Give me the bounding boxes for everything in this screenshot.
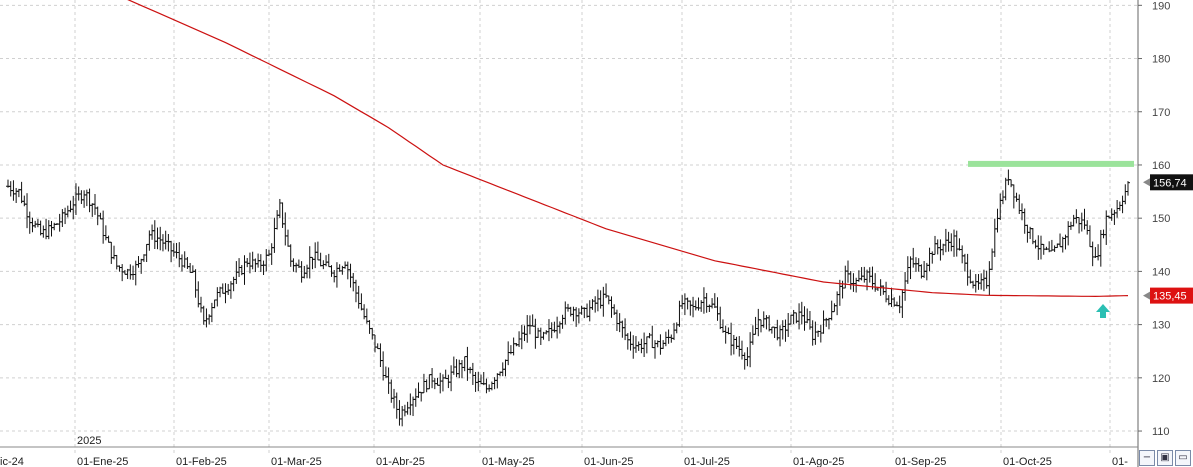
y-tick-label: 110 (1152, 426, 1170, 438)
last-price-tag-bg (1150, 174, 1193, 191)
moving-average-line (127, 0, 1129, 298)
x-tick-label: ic-24 (0, 456, 24, 467)
y-tick-label: 170 (1152, 107, 1170, 119)
y-tick-label: 190 (1152, 0, 1170, 12)
y-tick-label: 180 (1152, 54, 1170, 66)
up-arrow-icon (1096, 304, 1110, 318)
x-tick-label: 01-May-25 (482, 456, 535, 467)
y-tick-label: 120 (1152, 373, 1170, 385)
x-tick-label: 01- (1112, 456, 1128, 467)
y-tick-label: 150 (1152, 213, 1170, 225)
x-tick-label: 01-Jun-25 (584, 456, 634, 467)
resistance-band (968, 160, 1134, 167)
last-price-label: 156,74 (1153, 177, 1187, 189)
x-tick-label: 01-Sep-25 (895, 456, 946, 467)
last-price-tag: 156,74 (1150, 174, 1193, 191)
ohlc-bars (6, 169, 1130, 427)
grid (0, 0, 1138, 455)
window-icon[interactable]: ▭ (1175, 450, 1191, 466)
ma-price-tag: 135,45 (1150, 287, 1193, 304)
y-axis-ticks: 110 120 130 140 150 160 170 180 190 (1138, 0, 1170, 438)
x-tick-label: 01-Jul-25 (684, 456, 730, 467)
ma-price-label: 135,45 (1153, 291, 1187, 303)
y-tick-label: 130 (1152, 320, 1170, 332)
price-tag-pointer (1143, 291, 1150, 300)
year-label: 2025 (77, 435, 101, 447)
price-tag-pointer (1143, 178, 1150, 187)
x-tick-label: 01-Oct-25 (1003, 456, 1052, 467)
save-icon[interactable]: ▣ (1157, 450, 1173, 466)
x-tick-label: 01-Ago-25 (793, 456, 844, 467)
x-axis-ticks: ic-24 01-Ene-25 01-Feb-25 01-Mar-25 01-Abr-2… (0, 446, 1138, 467)
y-tick-label: 160 (1152, 160, 1170, 172)
ma-price-tag-bg (1150, 287, 1193, 304)
up-arrow-shape (1096, 304, 1110, 318)
x-tick-label: 01-Feb-25 (176, 456, 227, 467)
zoom-minus-icon[interactable]: − (1139, 450, 1155, 466)
x-tick-label: 01-Abr-25 (376, 456, 425, 467)
x-tick-label: 01-Ene-25 (77, 456, 128, 467)
x-tick-label: 01-Mar-25 (271, 456, 322, 467)
y-tick-label: 140 (1152, 266, 1170, 278)
